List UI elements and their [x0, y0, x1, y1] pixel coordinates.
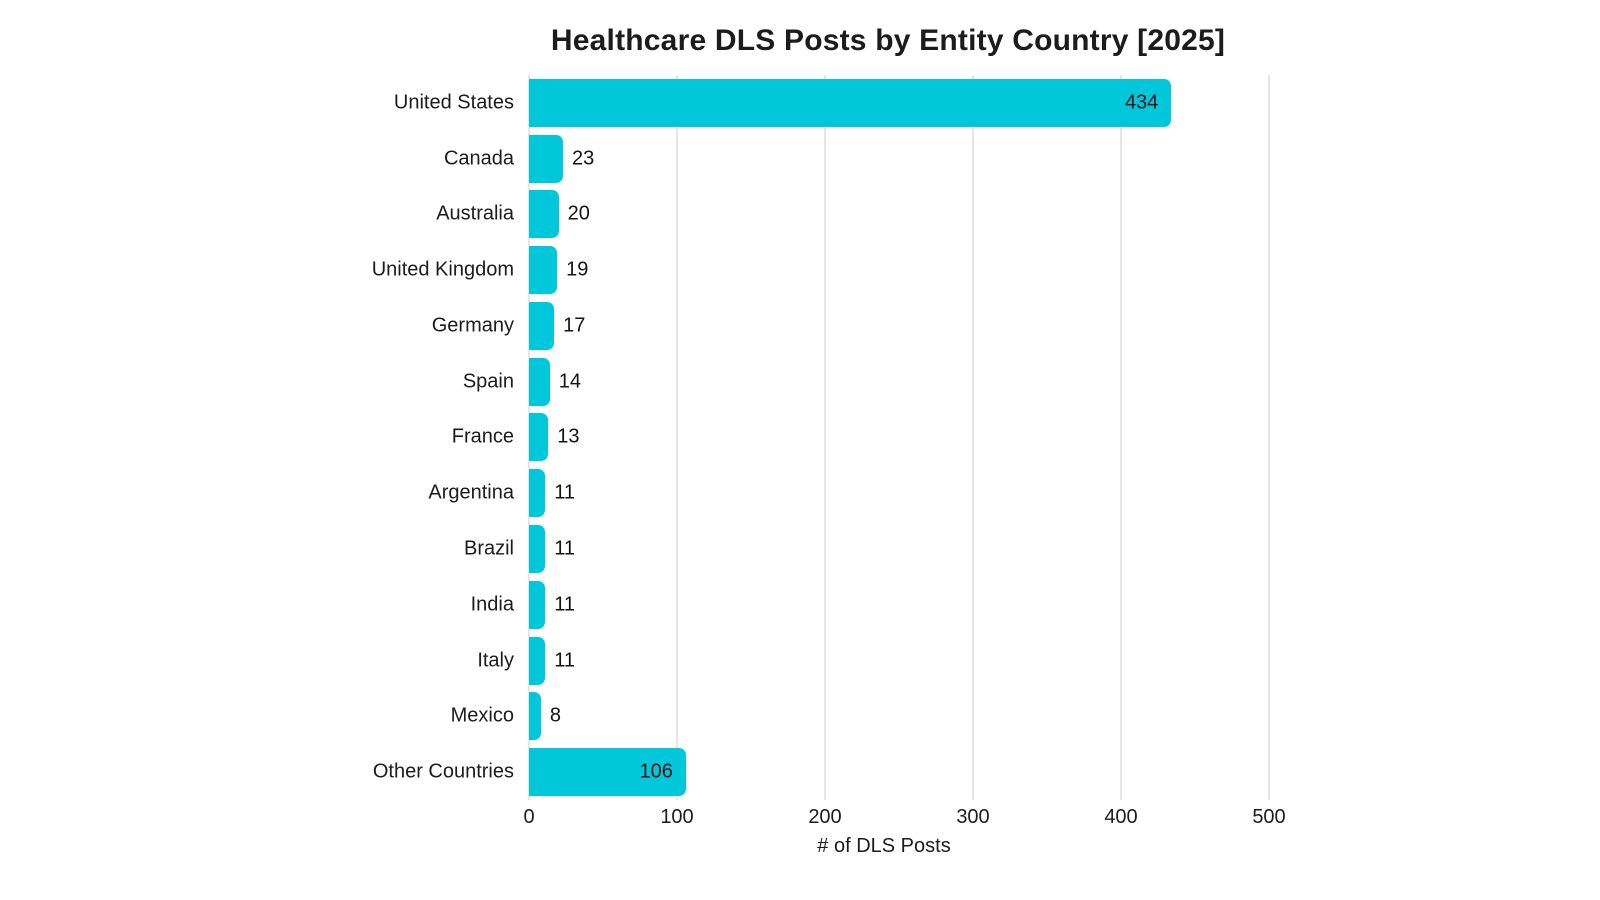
x-tick-label: 400 [1104, 806, 1138, 828]
value-label: 20 [567, 202, 590, 225]
gridline-100 [676, 75, 678, 800]
bar-row: France 13 [452, 410, 1269, 466]
bar-row: United States 434 [394, 75, 1269, 131]
value-label: 106 [639, 760, 673, 783]
x-tick-label: 300 [956, 806, 990, 828]
value-label: 11 [554, 593, 576, 616]
bar [529, 301, 555, 350]
bar [529, 748, 686, 797]
value-label: 11 [554, 537, 576, 560]
category-label: Argentina [428, 481, 514, 504]
category-label: United States [393, 91, 514, 114]
category-label: Mexico [450, 704, 514, 727]
bar [529, 134, 564, 183]
value-label: 434 [1124, 91, 1159, 114]
category-label: Other Countries [372, 760, 514, 783]
x-axis-title: # of DLS Posts [817, 835, 951, 857]
bar [529, 636, 546, 685]
x-tick-label: 200 [808, 806, 842, 828]
category-label: France [451, 425, 514, 448]
bar [529, 469, 546, 518]
bar-row: Mexico 8 [451, 688, 1269, 744]
category-label: Germany [431, 314, 514, 337]
bar [529, 525, 546, 574]
bar-row: Spain 14 [463, 354, 1269, 410]
category-label: United Kingdom [371, 258, 514, 281]
gridline-200 [824, 75, 826, 800]
category-label: India [470, 593, 514, 616]
x-tick-label: 0 [523, 806, 535, 828]
bar-row: Canada 23 [444, 131, 1269, 187]
bar [529, 580, 546, 629]
x-tick-label: 500 [1252, 806, 1286, 828]
category-label: Canada [443, 147, 514, 170]
bar-row: Australia 20 [436, 187, 1269, 243]
bar-row: Argentina 11 [428, 465, 1269, 521]
gridline-300 [972, 75, 974, 800]
bar [529, 246, 558, 295]
bar-row: Germany 17 [432, 298, 1269, 354]
bar [529, 190, 559, 239]
plot-area: United States 434 Canada 23 Australia 20 Unite… [372, 75, 1270, 800]
category-label: Brazil [463, 537, 514, 560]
category-label: Italy [477, 649, 514, 672]
category-label: Australia [436, 202, 514, 225]
bar [529, 692, 541, 741]
bar-row: Other Countries 106 [373, 744, 1269, 800]
bar [529, 78, 1172, 127]
gridline-500 [1268, 75, 1270, 800]
value-label: 11 [554, 649, 576, 672]
bar-row: India 11 [471, 577, 1269, 633]
value-label: 23 [572, 147, 595, 170]
value-label: 17 [563, 314, 586, 337]
x-tick-label: 100 [660, 806, 694, 828]
value-label: 8 [549, 704, 561, 727]
gridline-400 [1120, 75, 1122, 800]
bar-row: Italy 11 [477, 633, 1269, 689]
value-label: 13 [557, 425, 580, 448]
bar [529, 413, 549, 462]
bar-row: United Kingdom 19 [372, 242, 1269, 298]
value-label: 19 [566, 258, 589, 281]
chart-title: Healthcare DLS Posts by Entity Country [… [550, 24, 1226, 57]
value-label: 11 [554, 481, 576, 504]
category-label: Spain [462, 370, 514, 393]
bar [529, 357, 550, 406]
bar-row: Brazil 11 [464, 521, 1269, 577]
value-label: 14 [558, 370, 581, 393]
